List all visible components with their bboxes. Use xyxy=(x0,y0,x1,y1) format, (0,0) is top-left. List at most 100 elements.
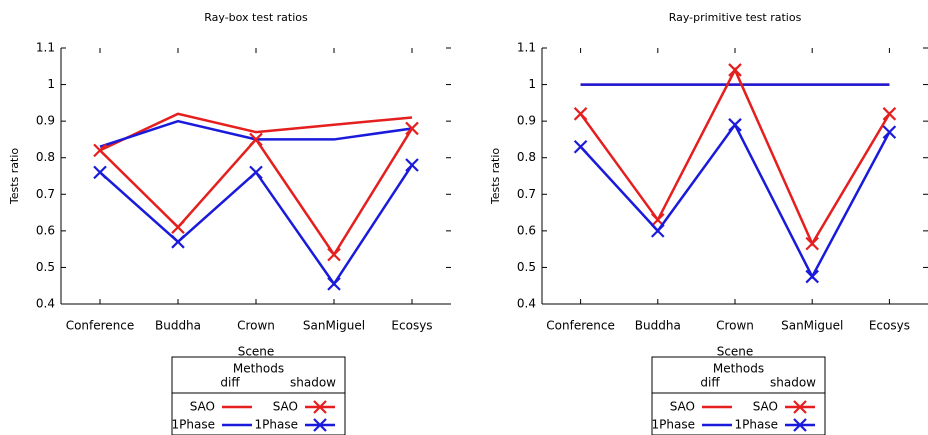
data-marker xyxy=(805,236,819,251)
y-tick-label: 1 xyxy=(528,77,536,91)
cross-stroke xyxy=(793,400,807,414)
x-axis-label: Scene xyxy=(717,345,754,359)
cross-stroke xyxy=(573,139,588,154)
y-tick-label: 0.8 xyxy=(517,150,536,164)
data-marker xyxy=(728,63,742,77)
x-tick-label: Conference xyxy=(66,319,135,333)
legend-label: SAO xyxy=(190,400,215,414)
y-tick-label: 0.5 xyxy=(517,260,536,274)
data-marker xyxy=(573,139,588,154)
cross-stroke xyxy=(171,220,185,234)
data-marker xyxy=(805,269,819,284)
cross-stroke xyxy=(327,247,341,262)
data-marker xyxy=(93,143,107,158)
cross-stroke xyxy=(249,132,263,147)
cross-stroke xyxy=(249,165,263,180)
x-tick-label: Crown xyxy=(237,319,275,333)
series-line xyxy=(99,164,414,287)
data-marker xyxy=(573,107,588,121)
y-tick-label: 0.9 xyxy=(36,114,55,128)
data-marker xyxy=(327,277,341,291)
cross-stroke xyxy=(805,236,819,251)
cross-stroke xyxy=(327,277,341,291)
legend-label: 1Phase xyxy=(652,418,695,432)
series-line xyxy=(99,119,413,148)
data-marker xyxy=(93,165,107,180)
series-line xyxy=(99,112,413,152)
data-marker xyxy=(882,107,897,121)
y-tick-label: 0.5 xyxy=(36,260,55,274)
data-marker xyxy=(882,125,897,139)
chart-title: Ray-box test ratios xyxy=(204,11,308,24)
x-tick-label: SanMiguel xyxy=(303,319,365,333)
y-tick-label: 1.1 xyxy=(36,41,55,55)
cross-stroke xyxy=(651,213,665,227)
y-tick-label: 0.4 xyxy=(517,297,536,311)
data-marker xyxy=(728,118,742,132)
y-tick-label: 0.4 xyxy=(36,297,55,311)
cross-stroke xyxy=(728,118,742,132)
legend-box xyxy=(171,356,346,435)
x-tick-label: Buddha xyxy=(635,319,681,333)
cross-stroke xyxy=(728,63,742,77)
cross-stroke xyxy=(882,125,897,139)
legend-column-header: diff xyxy=(220,376,240,390)
cross-stroke xyxy=(93,143,107,158)
legend-column-header: diff xyxy=(700,376,720,390)
legend-label: 1Phase xyxy=(255,418,298,432)
x-axis-label: Scene xyxy=(238,345,275,359)
y-axis-label: Tests ratio xyxy=(489,148,502,206)
y-tick-label: 0.7 xyxy=(36,187,55,201)
cross-stroke xyxy=(313,418,327,432)
series-line xyxy=(579,122,891,280)
data-marker xyxy=(327,247,341,262)
legend-marker xyxy=(313,418,327,432)
x-tick-label: Buddha xyxy=(155,319,201,333)
x-tick-label: Ecosys xyxy=(869,319,910,333)
x-tick-label: Conference xyxy=(546,319,615,333)
legend-marker xyxy=(793,400,807,414)
legend-marker xyxy=(313,400,327,414)
cross-stroke xyxy=(313,400,327,414)
legend-label: 1Phase xyxy=(172,418,215,432)
y-tick-label: 0.7 xyxy=(517,187,536,201)
cross-stroke xyxy=(793,418,807,432)
legend-box xyxy=(651,356,826,435)
y-tick-label: 0.9 xyxy=(517,114,536,128)
cross-stroke xyxy=(171,235,185,249)
cross-stroke xyxy=(651,224,665,238)
y-tick-label: 1 xyxy=(47,77,55,91)
legend-column-header: shadow xyxy=(770,376,816,390)
y-tick-label: 0.6 xyxy=(517,223,536,237)
legend-marker xyxy=(793,418,807,432)
data-marker xyxy=(249,165,263,180)
cross-stroke xyxy=(573,107,588,121)
data-marker xyxy=(651,224,665,238)
legend-label: SAO xyxy=(753,400,778,414)
y-tick-label: 0.8 xyxy=(36,150,55,164)
data-marker xyxy=(249,132,263,147)
cross-stroke xyxy=(405,158,419,172)
legend-column-header: shadow xyxy=(290,376,336,390)
data-marker xyxy=(405,158,419,172)
x-tick-label: Ecosys xyxy=(391,319,432,333)
x-tick-label: Crown xyxy=(716,319,754,333)
y-tick-label: 1.1 xyxy=(517,41,536,55)
y-tick-label: 0.6 xyxy=(36,223,55,237)
data-marker xyxy=(171,220,185,234)
data-marker xyxy=(405,121,419,136)
cross-stroke xyxy=(882,107,897,121)
data-marker xyxy=(171,235,185,249)
legend-title: Methods xyxy=(233,362,284,376)
x-tick-label: SanMiguel xyxy=(781,319,843,333)
legend-label: SAO xyxy=(670,400,695,414)
cross-stroke xyxy=(93,165,107,180)
chart-title: Ray-primitive test ratios xyxy=(669,11,802,24)
legend-title: Methods xyxy=(713,362,764,376)
cross-stroke xyxy=(805,269,819,284)
cross-stroke xyxy=(405,121,419,136)
legend-label: SAO xyxy=(273,400,298,414)
legend-label: 1Phase xyxy=(735,418,778,432)
y-axis-label: Tests ratio xyxy=(8,148,21,206)
